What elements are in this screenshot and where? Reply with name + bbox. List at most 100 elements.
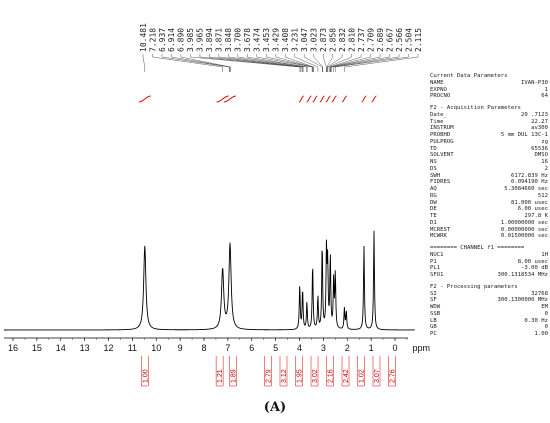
parameter-key: NUC1 — [430, 251, 444, 258]
parameter-row: SWH 6172.839 Hz — [430, 173, 548, 180]
parameter-key: PROCNO — [430, 93, 451, 100]
x-tick-label: 12 — [103, 343, 113, 353]
parameter-row: DE 6.00 usec — [430, 206, 548, 213]
parameter-section-title: F2 - Processing parameters — [430, 283, 518, 290]
x-tick-label: 6 — [249, 343, 254, 353]
parameter-key: SI — [430, 290, 437, 297]
parameter-key: SWH — [430, 172, 441, 179]
parameter-row: MCWRK 0.01500000 sec — [430, 233, 548, 240]
parameter-value: 300.1300000 MHz — [497, 297, 548, 304]
integral-curve — [361, 95, 367, 103]
peak-connector-line — [327, 54, 352, 72]
peak-connector-line — [334, 54, 409, 72]
integral-curve — [331, 95, 337, 103]
parameter-key: P1 — [430, 258, 437, 265]
peak-connector-line — [330, 54, 371, 72]
parameter-row: RG 512 — [430, 193, 548, 200]
integral-curve — [371, 95, 377, 103]
integral-value: 2.16 — [328, 369, 335, 383]
parameter-key: SFO1 — [430, 272, 444, 278]
x-tick-label: 0 — [392, 343, 397, 353]
parameter-key: D1 — [430, 219, 437, 226]
integral-curve — [325, 95, 331, 103]
parameter-value: 0.094190 Hz — [510, 179, 548, 186]
x-tick-label: 2 — [345, 343, 350, 353]
parameter-row: NUC1 1H — [430, 252, 548, 259]
parameter-value: 64 — [541, 93, 548, 100]
peak-connector-line — [329, 54, 362, 72]
parameter-key: MCWRK — [430, 233, 447, 240]
parameter-key: SF — [430, 297, 437, 304]
peak-label: 2.115 — [414, 28, 423, 52]
integral-curve — [298, 95, 304, 103]
parameter-value: 0 — [544, 324, 548, 331]
parameter-key: PL1 — [430, 265, 441, 272]
parameter-row: TD 65536 — [430, 146, 548, 153]
x-tick-label: 15 — [32, 343, 42, 353]
parameter-key: DW — [430, 199, 437, 206]
peak-connector-line — [209, 54, 303, 72]
parameter-value: 8.00 usec — [517, 258, 548, 265]
parameter-key: MCREST — [430, 226, 451, 233]
peak-label: 2.873 — [319, 28, 328, 52]
parameter-row: MCREST 0.00000000 sec — [430, 227, 548, 234]
peak-connector-line — [152, 54, 223, 72]
peak-label: 2.566 — [395, 28, 404, 52]
x-tick-label: 10 — [151, 343, 161, 353]
parameter-row: SFO1 300.1318534 MHz — [430, 272, 548, 279]
parameter-value: 20 .7123 — [521, 111, 548, 118]
parameter-key: Time — [430, 118, 444, 125]
parameter-value: 65536 — [531, 145, 548, 152]
parameter-value: 512 — [537, 192, 548, 199]
peak-label: 10.481 — [139, 23, 148, 52]
integral-value: 1.00 — [142, 369, 149, 383]
parameter-key: TD — [430, 145, 437, 152]
x-tick-label: 11 — [128, 343, 137, 353]
peak-connector-line — [161, 54, 230, 72]
parameter-key: EXPNO — [430, 86, 447, 93]
peak-connector-line — [322, 54, 327, 72]
x-tick-label: 4 — [297, 343, 302, 353]
parameter-key: FIDRES — [430, 179, 451, 186]
parameter-key: Date_ — [430, 111, 447, 118]
integral-curve — [319, 95, 325, 103]
peak-connector-line — [327, 54, 343, 72]
peak-label: 3.678 — [243, 28, 252, 52]
parameter-row: PROBHD 5 mm DUL 13C-1 — [430, 132, 548, 139]
integral-value: 2.79 — [266, 369, 273, 383]
peak-label: 3.047 — [300, 28, 309, 52]
parameter-row: SOLVENT DMSO — [430, 152, 548, 159]
peak-connector-line — [313, 54, 324, 72]
peak-label: 3.231 — [291, 28, 300, 52]
parameter-key: PULPROG — [430, 138, 454, 145]
parameter-value: 1.00 — [534, 331, 548, 337]
peak-connector-line — [344, 54, 419, 72]
peak-label: 3.023 — [310, 28, 319, 52]
peak-label: 2.504 — [404, 28, 413, 52]
x-tick-label: 1 — [369, 343, 374, 353]
x-tick-label: 3 — [321, 343, 326, 353]
integral-label-layer: 1.00 1.21 1.89 2.79 3.12 1.95 3.02 2.16 2.42 1.02… — [141, 356, 397, 387]
integral-value: 3.12 — [281, 369, 288, 383]
peak-connector-line — [330, 54, 381, 72]
integral-value: 1.02 — [359, 369, 366, 383]
peak-connector-line — [284, 54, 314, 72]
peak-connector-line — [171, 54, 231, 72]
parameter-key: SSB — [430, 310, 441, 317]
parameter-key: PC — [430, 331, 437, 337]
parameter-key: DE — [430, 206, 437, 213]
acquisition-parameters-panel: Current Data Parameters NAME IVAN-P30 EXPNO… — [430, 73, 548, 338]
integral-curve — [223, 95, 237, 103]
peak-label: 3.871 — [215, 28, 224, 52]
parameter-row: LB 0.30 Hz — [430, 318, 548, 325]
integral-value: 1.21 — [217, 369, 224, 383]
parameter-row: SI 32768 — [430, 291, 548, 298]
parameter-key: NS — [430, 159, 437, 165]
peak-label: 6.937 — [158, 28, 167, 52]
peak-connector-line — [326, 54, 333, 72]
spectrum-trace-layer — [4, 230, 415, 331]
peak-label: 2.709 — [366, 28, 375, 52]
x-tick-label: 5 — [273, 343, 278, 353]
parameter-key: INSTRUM — [430, 125, 454, 132]
peak-connector-line — [237, 54, 307, 72]
